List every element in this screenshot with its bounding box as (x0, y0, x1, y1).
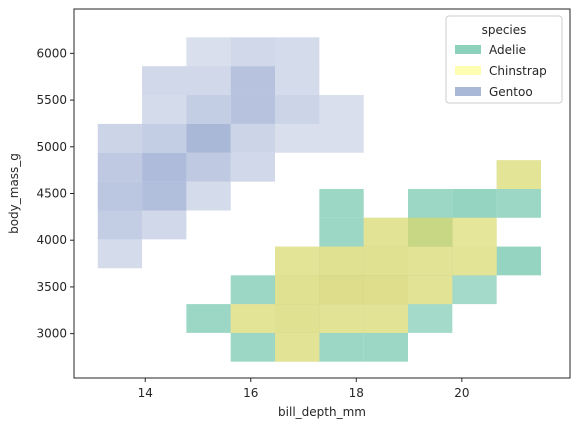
heatmap-cell-gentoo (230, 37, 276, 67)
x-axis-label: bill_depth_mm (278, 405, 366, 419)
heatmap-cell-gentoo (275, 95, 320, 124)
heatmap-cell-chinstrap (319, 275, 364, 305)
heatmap-cell-gentoo (142, 123, 187, 153)
y-tick-label: 5000 (36, 140, 67, 154)
x-tick-label: 18 (349, 386, 364, 400)
heatmap-cell-chinstrap (275, 332, 320, 362)
heatmap-cell-gentoo (97, 181, 143, 211)
heatmap-cell-chinstrap (319, 246, 364, 276)
x-tick-label: 16 (243, 386, 258, 400)
heatmap-cell-adelie (319, 189, 364, 218)
heatmap-cell-chinstrap (408, 275, 453, 305)
y-tick-label: 4500 (36, 187, 67, 201)
heatmap-cell-gentoo (97, 152, 143, 182)
legend-entries: Adelie Chinstrap Gentoo (455, 43, 547, 99)
legend-swatch-adelie (455, 45, 481, 54)
heatmap-cell-gentoo (142, 95, 187, 124)
heatmap-cell-adelie (408, 189, 453, 218)
heatmap-cell-gentoo (319, 123, 364, 153)
heatmap-cell-adelie (496, 246, 541, 276)
heatmap-cell-chinstrap (319, 304, 364, 333)
heatmap-cell-adelie (452, 189, 497, 218)
heatmap-cell-gentoo (186, 123, 231, 153)
heatmap-cell-chinstrap (363, 304, 409, 333)
heatmap-cell-adelie (230, 275, 276, 305)
x-tick-label: 14 (138, 386, 153, 400)
heatmap-cell-chinstrap (363, 275, 409, 305)
heatmap-cell-gentoo (186, 95, 231, 124)
heatmap-cell-chinstrap (275, 304, 320, 333)
heatmap-cell-adelie (186, 304, 231, 333)
heatmap-cell-gentoo (186, 152, 231, 182)
heatmap-cell-chinstrap (230, 304, 276, 333)
legend-title: species (482, 23, 527, 37)
heatmap-cell-gentoo (97, 123, 143, 153)
heatmap-cell-adelie (408, 304, 453, 333)
heatmap-cell-gentoo (142, 210, 187, 240)
heatmap-cell-gentoo (275, 66, 320, 96)
heatmap-cell-adelie (363, 332, 409, 362)
legend-swatch-gentoo (455, 87, 481, 96)
heatmap-cell-gentoo (142, 181, 187, 211)
heatmap-cell-gentoo (230, 123, 276, 153)
heatmap-cell-gentoo (186, 37, 231, 67)
heatmap-cell-chinstrap (452, 217, 497, 247)
heatmap-cell-gentoo (319, 95, 364, 124)
legend: species Adelie Chinstrap Gentoo (445, 15, 563, 104)
heatmap-cell-adelie (452, 275, 497, 305)
heatmap-cell-adelie (230, 332, 276, 362)
y-axis-label: body_mass_g (7, 153, 21, 234)
legend-box (445, 15, 563, 104)
y-tick-label: 4000 (36, 233, 67, 247)
legend-label-adelie: Adelie (489, 43, 526, 57)
heatmap-cell-chinstrap (452, 246, 497, 276)
y-tick-label: 3000 (36, 327, 67, 341)
heatmap-cell-gentoo (186, 181, 231, 211)
heatmap-cell-gentoo (230, 66, 276, 96)
heatmap-cell-chinstrap (408, 246, 453, 276)
axis-ticks: 14 16 18 20 3000 3500 4000 4500 5000 5500 6000 (36, 46, 469, 400)
heatmap-cell-chinstrap (408, 217, 453, 247)
legend-swatch-chinstrap (455, 66, 481, 75)
heatmap-cell-chinstrap (363, 246, 409, 276)
y-tick-label: 6000 (36, 46, 67, 60)
heatmap-cell-gentoo (275, 123, 320, 153)
heatmap-cell-adelie (496, 189, 541, 218)
heatmap-cell-adelie (319, 217, 364, 247)
legend-label-gentoo: Gentoo (489, 85, 533, 99)
legend-label-chinstrap: Chinstrap (489, 64, 547, 78)
y-tick-label: 3500 (36, 280, 67, 294)
heatmap-cell-gentoo (230, 95, 276, 124)
heatmap-cell-gentoo (97, 239, 143, 269)
heatmap-cell-gentoo (230, 152, 276, 182)
heatmap-cell-chinstrap (275, 275, 320, 305)
heatmap-cell-gentoo (142, 66, 187, 96)
heatmap-cells (97, 37, 541, 362)
y-tick-label: 5500 (36, 93, 67, 107)
x-tick-label: 20 (454, 386, 469, 400)
heatmap-cell-gentoo (186, 66, 231, 96)
heatmap-cell-adelie (319, 332, 364, 362)
heatmap-cell-chinstrap (363, 217, 409, 247)
heatmap-cell-gentoo (142, 152, 187, 182)
heatmap-cell-gentoo (97, 210, 143, 240)
heatmap-cell-chinstrap (275, 246, 320, 276)
heatmap-cell-chinstrap (496, 160, 541, 190)
heatmap-cell-gentoo (275, 37, 320, 67)
